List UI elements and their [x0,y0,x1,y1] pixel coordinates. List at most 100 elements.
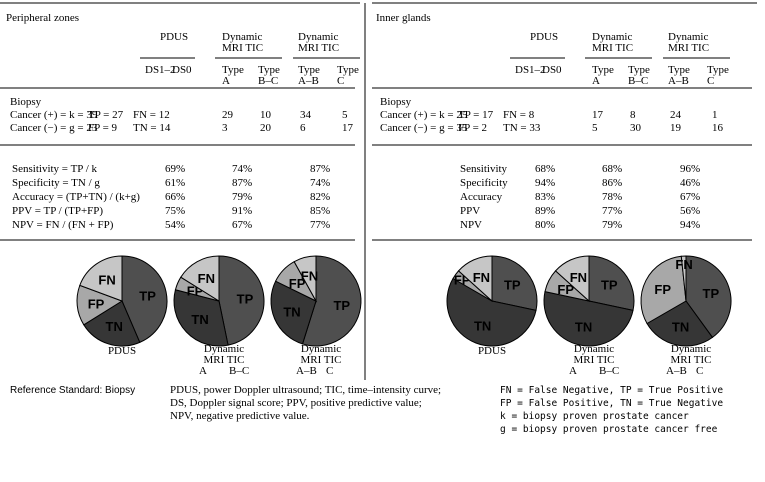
reference: Reference Standard: Biopsy [10,385,135,396]
cell: 6 [300,122,306,134]
pie-slice [218,255,265,346]
sub-header: Type [592,64,614,76]
pie-caption: PDUS [108,345,136,357]
sub-header: A [222,75,230,87]
slice-label: TN [191,312,208,327]
slice-label: TP [703,286,720,301]
stat-value: 78% [602,191,622,203]
cell: TP = 17 [458,109,494,121]
cell: 17 [342,122,354,134]
slice-label: FN [570,270,587,285]
pie-caption-sub: C [696,365,703,377]
stat-value: 87% [310,163,330,175]
cell: 34 [300,109,312,121]
cell: 3 [222,122,228,134]
sub-header: DS1–2 [145,64,176,76]
legend-note: FP = False Positive, TN = True Negative [500,398,723,409]
row-label: Cancer (+) = k = 39 [10,109,98,121]
biopsy-label: Biopsy [10,96,42,108]
stat-value: 83% [535,191,555,203]
stat-value: 66% [165,191,185,203]
row-label: Cancer (+) = k = 25 [380,109,468,121]
cell: 30 [630,122,642,134]
stat-value: 86% [602,177,622,189]
cell: TN = 14 [133,122,171,134]
stat-value: 77% [310,219,330,231]
legend-note: k = biopsy proven prostate cancer [500,411,689,422]
slice-label: TN [672,320,689,335]
pie-caption-sub: A [199,365,207,377]
cell: 5 [592,122,598,134]
stat-label: PPV [460,205,480,217]
slice-label: FP [88,297,105,312]
legend-note: g = biopsy proven prostate cancer free [500,424,718,435]
abbreviation: NPV, negative predictive value. [170,410,310,422]
stat-value: 79% [232,191,252,203]
stat-value: 54% [165,219,185,231]
stat-value: 67% [232,219,252,231]
stat-label: NPV [460,219,482,231]
stat-value: 77% [602,205,622,217]
group-header: MRI TIC [298,42,339,54]
pie-slice [685,255,732,339]
pie-slice [446,277,537,347]
group-header: MRI TIC [592,42,633,54]
group-header: MRI TIC [222,42,263,54]
pie-caption: Dynamic [671,343,711,355]
abbreviation: DS, Doppler signal score; PPV, positive … [170,397,422,409]
group-header: Dynamic [298,31,338,43]
pie-caption-sub: C [326,365,333,377]
cell: 5 [342,109,348,121]
pie-slice [457,255,493,303]
stat-label: Specificity [460,177,508,189]
cell: TP = 27 [88,109,124,121]
slice-label: FN [301,269,318,284]
pie-slice [646,300,714,347]
cell: 16 [712,122,724,134]
sub-header: DS0 [172,64,192,76]
sub-header: Type [707,64,729,76]
slice-label: FN [473,270,490,285]
stat-value: 56% [680,205,700,217]
sub-header: A [592,75,600,87]
sub-header: C [707,75,714,87]
pie-caption: Dynamic [204,343,244,355]
slice-label: FN [675,257,692,272]
pie-slice [83,300,141,347]
panel-title: Inner glands [376,12,431,24]
sub-header: B–C [258,75,278,87]
pie-slice [121,255,168,344]
pie-caption: Dynamic [301,343,341,355]
group-header: Dynamic [592,31,632,43]
stat-value: 75% [165,205,185,217]
pie-caption: PDUS [478,345,506,357]
cell: 17 [592,109,604,121]
legend-note: FN = False Negative, TP = True Positive [500,385,723,396]
stat-value: 46% [680,177,700,189]
pie-caption: MRI TIC [300,354,341,366]
stat-value: 94% [535,177,555,189]
pie-caption-sub: A–B [666,365,687,377]
stat-value: 61% [165,177,185,189]
slice-label: FN [198,271,215,286]
pie-slice [491,255,538,311]
pie-slice [588,255,635,311]
cell: FP = 2 [458,122,487,134]
cell: 1 [712,109,718,121]
sub-header: DS0 [542,64,562,76]
row-label: Cancer (−) = g = 35 [380,122,468,134]
stat-label: Accuracy [460,191,503,203]
sub-header: A–B [298,75,319,87]
stat-label: Specificity = TN / g [12,177,100,189]
stat-value: 94% [680,219,700,231]
stat-value: 89% [535,205,555,217]
slice-label: TN [575,320,592,335]
cell: 8 [630,109,636,121]
sub-header: Type [337,64,359,76]
stat-value: 68% [535,163,555,175]
pie-slice [554,255,590,303]
stat-value: 67% [680,191,700,203]
stat-value: 85% [310,205,330,217]
stat-label: NPV = FN / (FN + FP) [12,219,114,231]
stat-label: Sensitivity [460,163,508,175]
